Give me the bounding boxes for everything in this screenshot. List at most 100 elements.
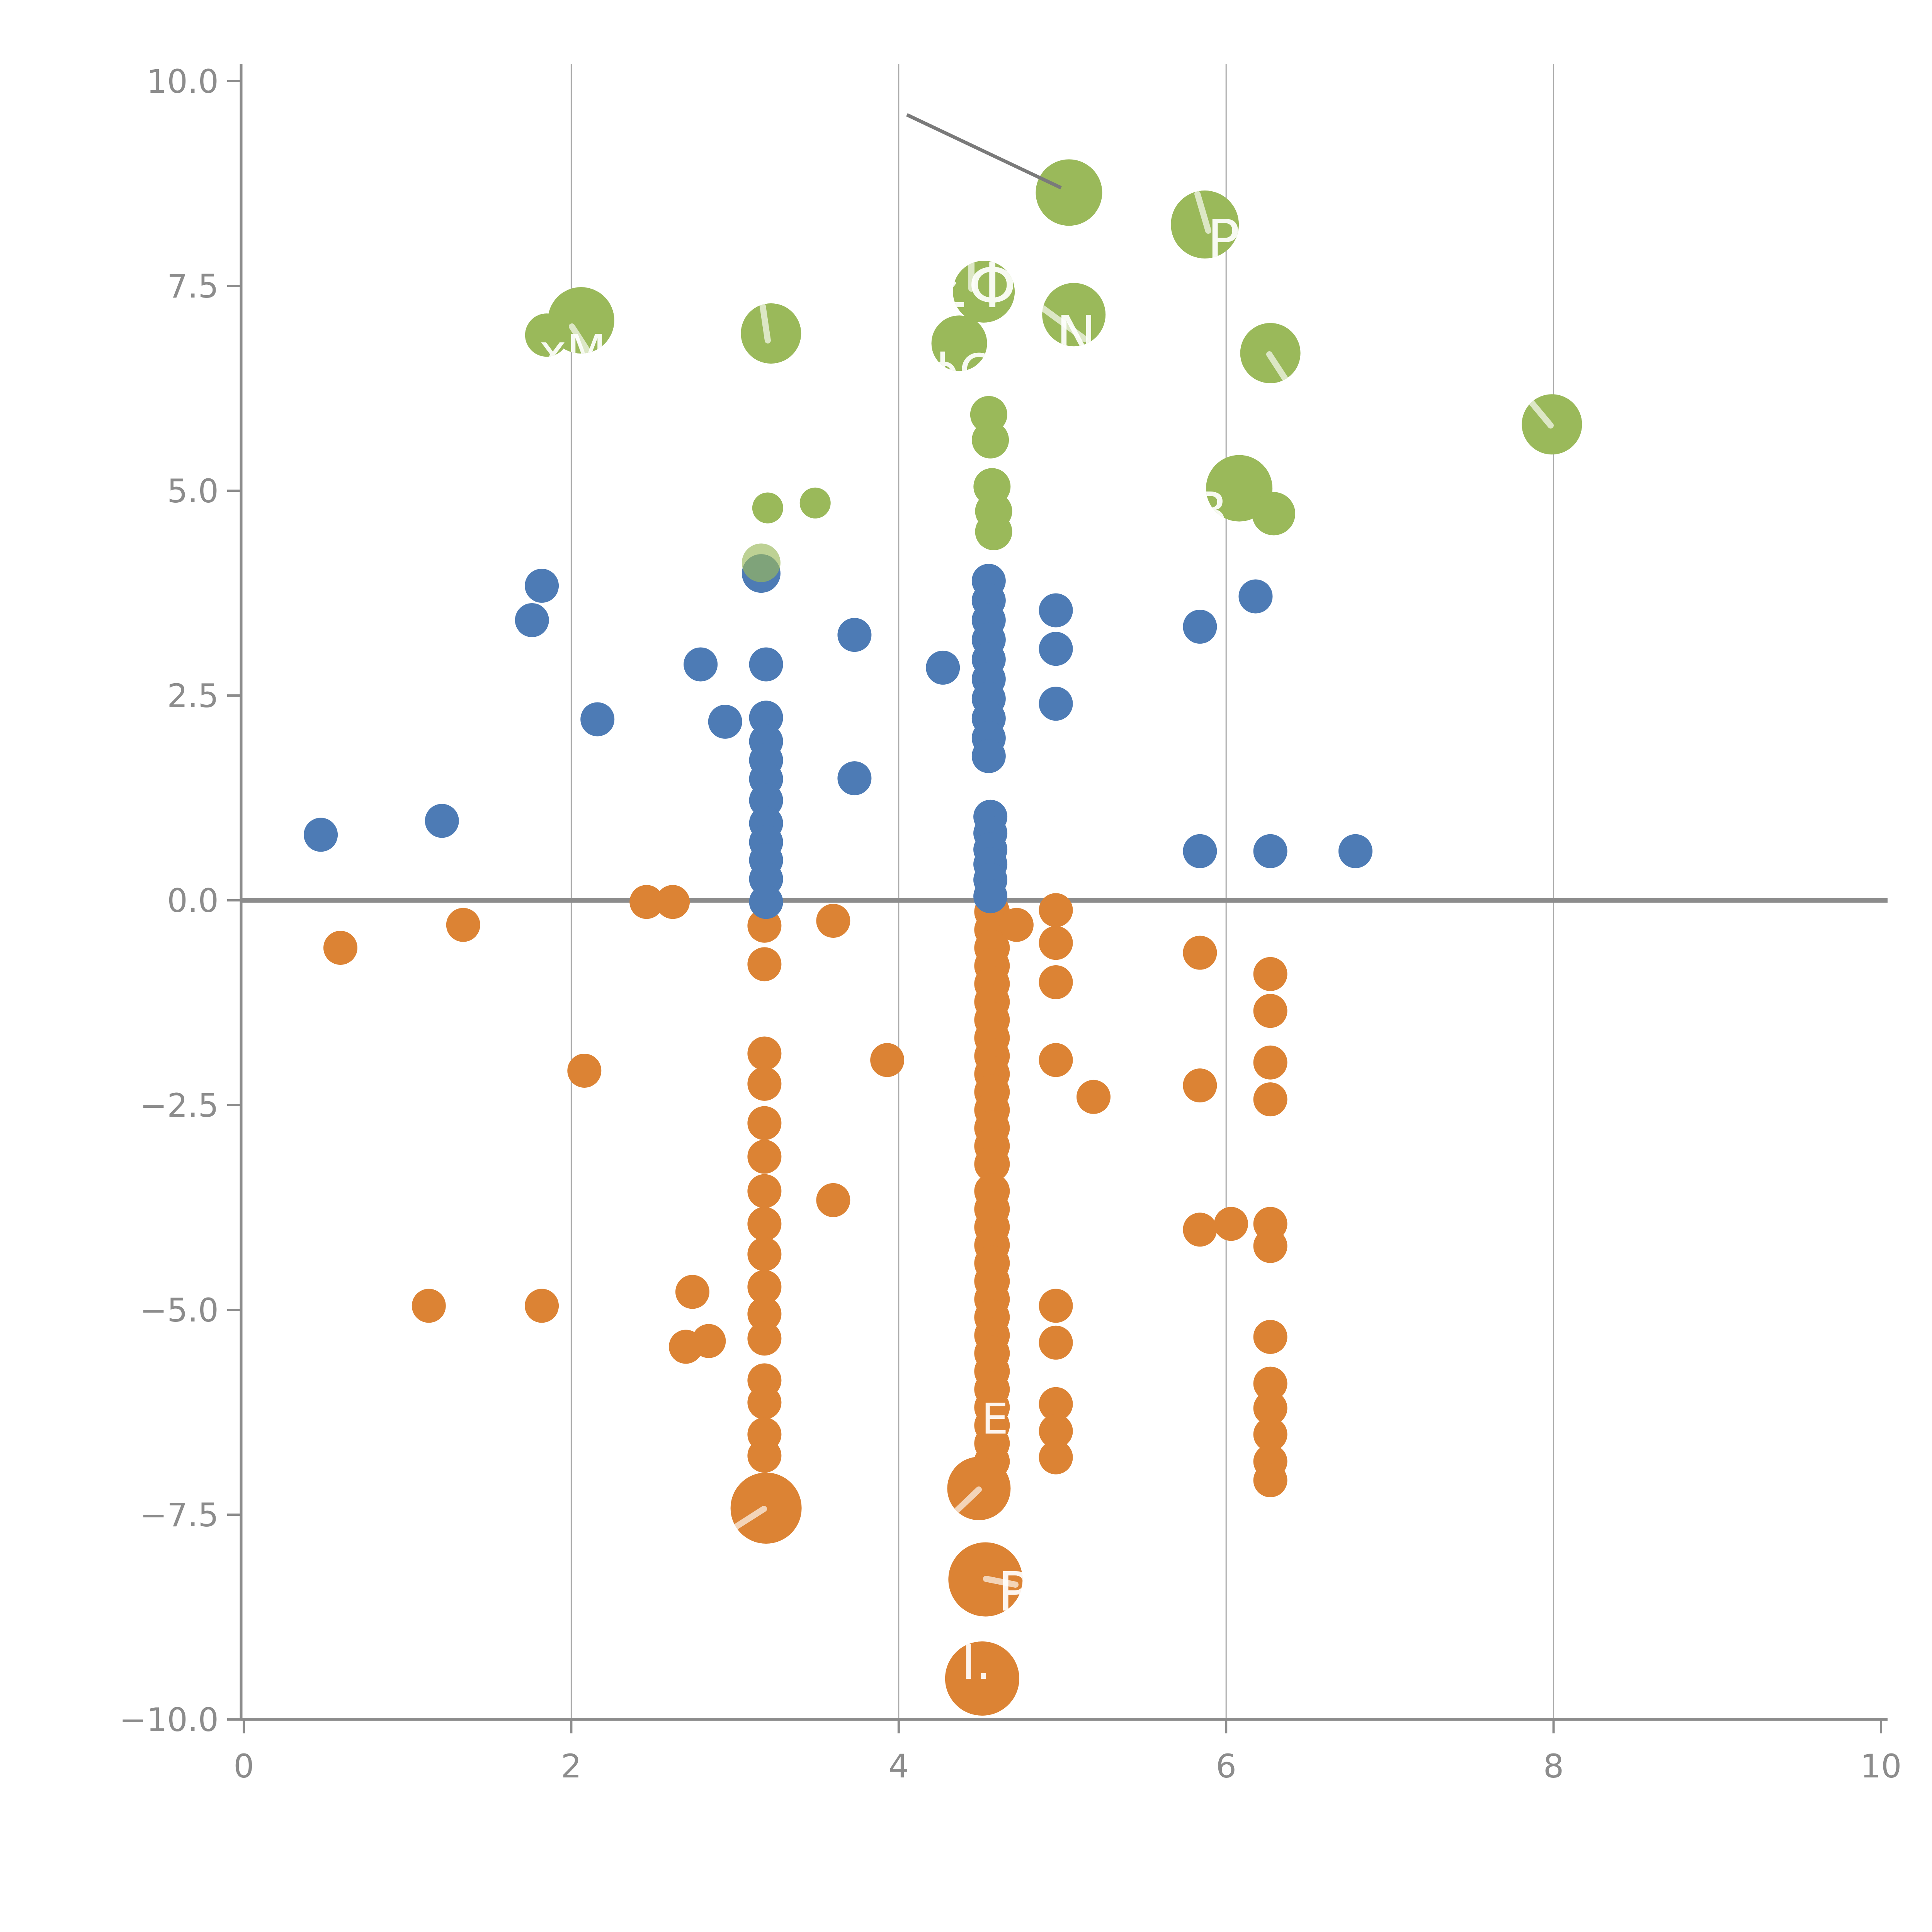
scatter-dot-orange bbox=[1039, 1440, 1073, 1475]
annotation-label: P bbox=[998, 1561, 1030, 1624]
scatter-dot-orange bbox=[1253, 1366, 1287, 1401]
scatter-dot-orange bbox=[747, 1321, 782, 1356]
annotation-label: xM bbox=[539, 325, 607, 379]
scatter-dot-green bbox=[742, 543, 781, 582]
y-tick-label: −10.0 bbox=[119, 1701, 219, 1739]
scatter-dot-blue bbox=[749, 885, 783, 919]
scatter-dot-green bbox=[1252, 492, 1296, 536]
annotation-leader-line bbox=[951, 1486, 982, 1516]
y-tick-label: 0.0 bbox=[167, 882, 219, 920]
scatter-dot-orange bbox=[692, 1324, 726, 1358]
scatter-dot-orange bbox=[1039, 965, 1073, 999]
scatter-dot-orange bbox=[1077, 1080, 1111, 1114]
scatter-dot-orange bbox=[1253, 957, 1287, 991]
scatter-dot-orange bbox=[1253, 1082, 1287, 1117]
scatter-dot-blue bbox=[1338, 834, 1372, 868]
x-tick-label: 2 bbox=[561, 1747, 582, 1785]
scatter-dot-orange bbox=[323, 930, 357, 965]
x-tick-label: 8 bbox=[1543, 1747, 1564, 1785]
annotation-label: I. bbox=[961, 1634, 991, 1690]
annotation-leader-line bbox=[569, 323, 593, 357]
scatter-dot-blue bbox=[749, 701, 783, 735]
scatter-dot-orange bbox=[747, 1270, 782, 1304]
scatter-dot-blue bbox=[1183, 834, 1217, 868]
annotation-leader-line bbox=[1266, 351, 1291, 386]
scatter-dot-orange bbox=[675, 1275, 709, 1309]
scatter-dot-orange bbox=[525, 1289, 559, 1323]
scatter-dot-orange bbox=[629, 885, 664, 919]
y-tick-label: 7.5 bbox=[167, 267, 219, 305]
scatter-dot-orange bbox=[747, 1237, 782, 1271]
scatter-dot-blue bbox=[304, 818, 338, 852]
scatter-dot-orange bbox=[747, 1385, 782, 1420]
scatter-dot-orange bbox=[567, 1053, 602, 1088]
scatter-dot-orange bbox=[446, 908, 480, 942]
scatter-dot-orange bbox=[1039, 926, 1073, 960]
annotation-leader-line bbox=[760, 303, 771, 344]
scatter-dot-blue bbox=[971, 739, 1006, 773]
scatter-dot-orange bbox=[1039, 893, 1073, 927]
scatter-dot-orange bbox=[945, 1641, 1019, 1716]
scatter-dot-orange bbox=[1253, 1391, 1287, 1425]
scatter-dot-blue bbox=[1039, 687, 1073, 721]
scatter-dot-orange bbox=[747, 1207, 782, 1241]
scatter-dot-orange bbox=[747, 1174, 782, 1208]
annotation-leader-line bbox=[1039, 305, 1088, 342]
scatter-dot-orange bbox=[974, 1146, 1010, 1182]
scatter-dot-orange bbox=[1039, 1043, 1073, 1077]
scatter-dot-orange bbox=[1183, 1213, 1217, 1247]
scatter-dot-blue bbox=[749, 647, 783, 682]
y-tick-label: −7.5 bbox=[140, 1496, 219, 1534]
scatter-dot-green bbox=[752, 492, 783, 524]
scatter-dot-orange bbox=[747, 1106, 782, 1140]
annotation-leader-line bbox=[412, 1468, 444, 1495]
scatter-dot-orange bbox=[1183, 935, 1217, 970]
scatter-dot-orange bbox=[870, 1043, 905, 1077]
scatter-dot-orange bbox=[656, 885, 690, 919]
scatter-dot-blue bbox=[515, 603, 549, 637]
annotation-label: P bbox=[424, 1425, 454, 1484]
scatter-dot-blue bbox=[1039, 632, 1073, 666]
scatter-dot-orange bbox=[1039, 1325, 1073, 1360]
scatter-dot-orange bbox=[747, 1439, 782, 1473]
annotation-leader-line bbox=[919, 358, 944, 386]
y-tick-label: −2.5 bbox=[140, 1087, 219, 1124]
scatter-dot-blue bbox=[684, 647, 718, 682]
scatter-dot-blue bbox=[837, 618, 872, 652]
scatter-dot-orange bbox=[1183, 1068, 1217, 1103]
scatter-dot-blue bbox=[1039, 593, 1073, 628]
scatter-dot-blue bbox=[973, 879, 1008, 913]
scatter-dot-orange bbox=[1039, 1387, 1073, 1421]
scatter-dot-orange bbox=[1253, 1229, 1287, 1263]
scatter-dot-orange bbox=[747, 1066, 782, 1101]
scatter-dot-orange bbox=[412, 1289, 446, 1323]
x-tick-label: 4 bbox=[888, 1747, 909, 1785]
scatter-dot-green bbox=[548, 287, 614, 354]
scatter-dot-blue bbox=[1238, 579, 1273, 614]
scatter-dot-green bbox=[799, 487, 831, 519]
y-tick-label: 5.0 bbox=[167, 472, 219, 510]
scatter-dot-orange bbox=[1214, 1207, 1248, 1241]
scatter-dot-green bbox=[975, 513, 1012, 550]
scatter-dot-blue bbox=[525, 568, 559, 603]
scatter-dot-orange bbox=[1039, 1414, 1073, 1448]
scatter-dot-orange bbox=[1253, 1045, 1287, 1080]
scatter-dot-blue bbox=[1183, 609, 1217, 644]
scatter-dot-orange bbox=[747, 1139, 782, 1174]
x-tick-label: 6 bbox=[1216, 1747, 1236, 1785]
annotation-leader-line bbox=[983, 1576, 1019, 1588]
y-tick-label: 10.0 bbox=[146, 63, 219, 100]
scatter-dot-orange bbox=[816, 1183, 850, 1217]
annotation-leader-gray bbox=[906, 113, 1062, 190]
scatter-dot-blue bbox=[837, 761, 872, 796]
scatter-dot-blue bbox=[708, 704, 742, 739]
scatter-dot-orange bbox=[747, 1297, 782, 1331]
scatter-dot-orange bbox=[1039, 1289, 1073, 1323]
scatter-dot-orange bbox=[816, 904, 850, 938]
annotation-label: N bbox=[1056, 304, 1097, 367]
scatter-dot-orange bbox=[1253, 994, 1287, 1028]
scatter-dot-orange bbox=[747, 947, 782, 981]
y-tick-label: −5.0 bbox=[140, 1291, 219, 1329]
